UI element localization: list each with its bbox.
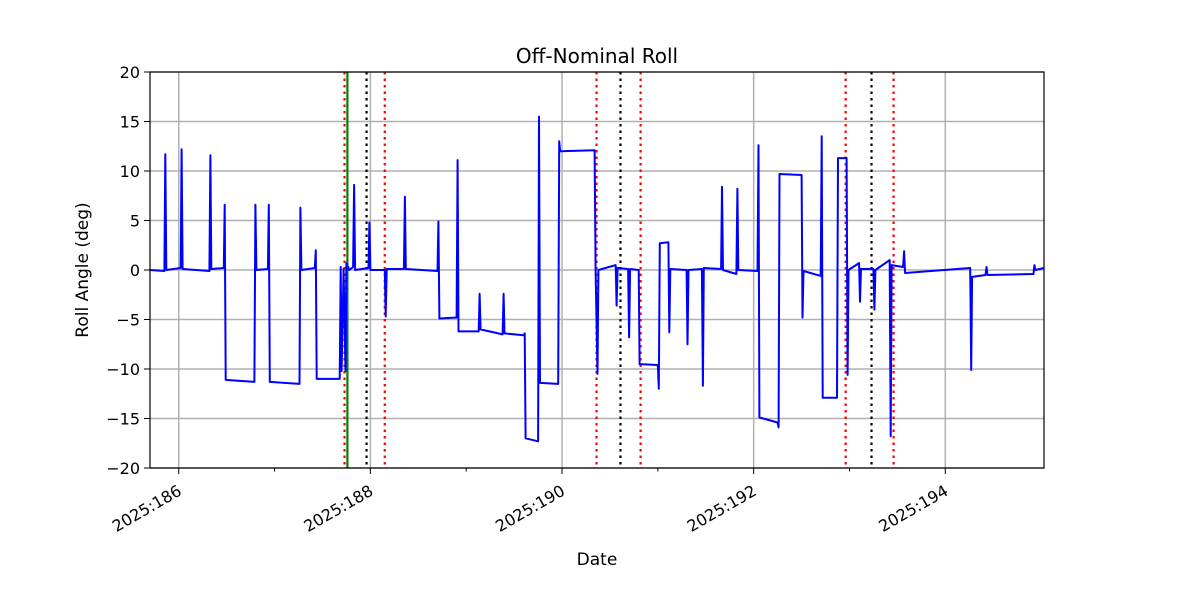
y-tick-label: −10 (106, 360, 140, 379)
y-tick-label: −15 (106, 410, 140, 429)
x-axis-label: Date (577, 550, 618, 570)
event-markers (343, 72, 895, 468)
series-line-roll (150, 115, 1044, 443)
y-tick-label: 10 (120, 162, 140, 181)
y-tick-label: −20 (106, 459, 140, 478)
y-tick-label: 15 (120, 113, 140, 132)
series (150, 115, 1044, 443)
y-tick-label: 5 (130, 212, 140, 231)
chart-title: Off-Nominal Roll (516, 44, 678, 68)
y-axis-label: Roll Angle (deg) (73, 202, 93, 337)
y-tick-label: 20 (120, 63, 140, 82)
y-tick-label: 0 (130, 261, 140, 280)
y-tick-label: −5 (116, 311, 140, 330)
